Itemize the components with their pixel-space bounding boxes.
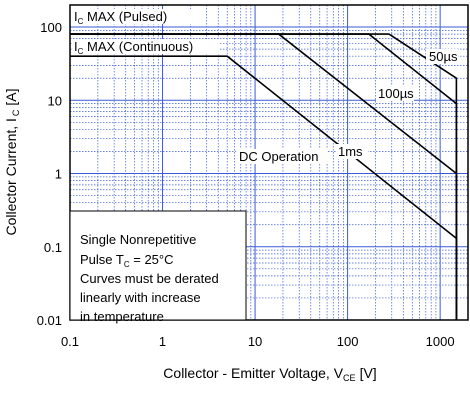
x-axis-title: Collector - Emitter Voltage, VCE [V] bbox=[163, 365, 376, 383]
label-50us: 50µs bbox=[429, 49, 458, 64]
y-axis-title: Collector Current, IC[A] bbox=[3, 88, 21, 235]
x-tick-label: 1000 bbox=[426, 334, 455, 349]
label-1ms: 1ms bbox=[338, 144, 363, 159]
note-line-1: Single Nonrepetitive bbox=[80, 232, 196, 247]
note-line-5: in temperature bbox=[80, 309, 164, 324]
label-dc-operation: DC Operation bbox=[239, 149, 318, 164]
label-100us: 100µs bbox=[378, 86, 414, 101]
y-tick-label: 0.01 bbox=[37, 313, 62, 328]
x-tick-label: 1 bbox=[159, 334, 166, 349]
y-tick-label: 1 bbox=[55, 167, 62, 182]
y-tick-label: 0.1 bbox=[44, 240, 62, 255]
pulsed-limit-label: IC MAX (Pulsed) bbox=[74, 9, 167, 26]
note-line-3: Curves must be derated bbox=[80, 271, 219, 286]
y-tick-label: 10 bbox=[48, 93, 62, 108]
y-tick-label: 100 bbox=[40, 20, 62, 35]
continuous-limit-label: IC MAX (Continuous) bbox=[74, 39, 193, 56]
x-tick-label: 10 bbox=[248, 334, 262, 349]
note-line-4: linearly with increase bbox=[80, 290, 201, 305]
x-tick-label: 0.1 bbox=[61, 334, 79, 349]
x-tick-label: 100 bbox=[337, 334, 359, 349]
